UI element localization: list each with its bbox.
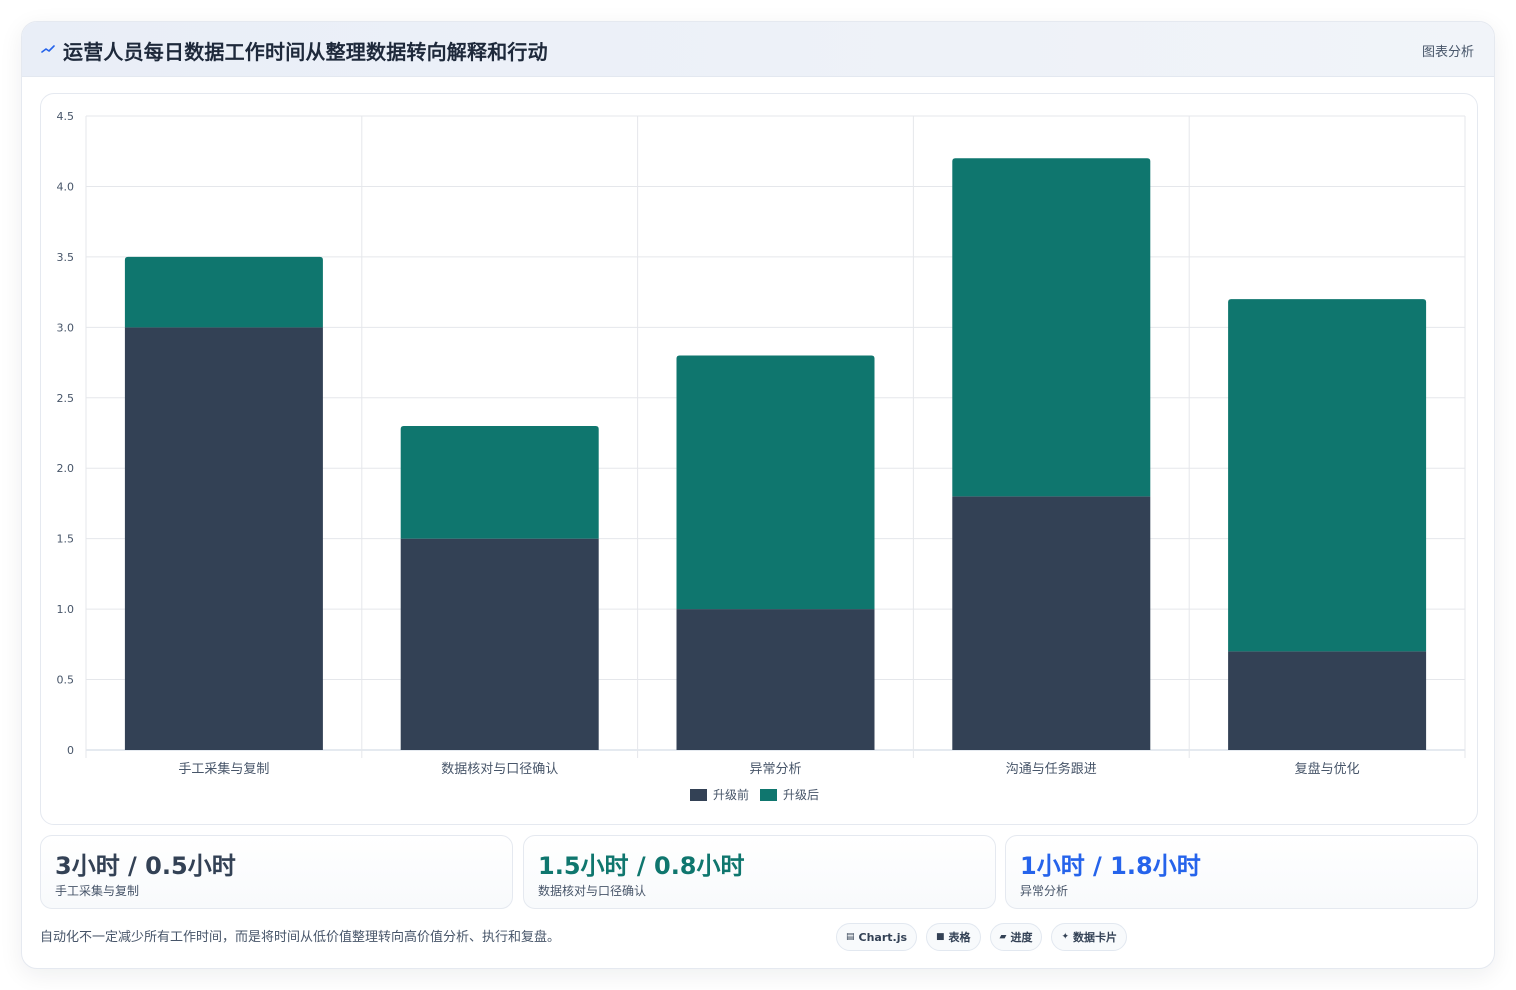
stat-card: 1.5小时 / 0.8小时 数据核对与口径确认 <box>523 835 996 909</box>
card-icon: ✦ <box>1061 932 1070 942</box>
tech-chips: ▤ Chart.js ■ 表格 ▰ 进度 ✦ 数据卡片 <box>836 923 1128 951</box>
bar-segment <box>400 425 599 539</box>
x-tick-label: 异常分析 <box>749 762 801 777</box>
stat-value: 3小时 / 0.5小时 <box>55 852 236 880</box>
bar-segment <box>124 256 323 328</box>
chip-label: 进度 <box>1010 931 1033 944</box>
y-tick-label: 1.5 <box>57 533 75 546</box>
bar-segment <box>124 327 323 750</box>
y-tick-label: 3.5 <box>57 251 75 264</box>
bar-segment <box>952 158 1151 497</box>
stat-value: 1.5小时 / 0.8小时 <box>538 852 745 880</box>
chip-label: 数据卡片 <box>1073 931 1118 944</box>
footnote: 自动化不一定减少所有工作时间，而是将时间从低价值整理转向高价值分析、执行和复盘。 <box>40 930 561 945</box>
chip-label: 表格 <box>948 931 971 944</box>
bar-segment <box>400 538 599 750</box>
y-tick-label: 0.5 <box>57 674 75 687</box>
legend-swatch <box>760 789 777 801</box>
y-tick-label: 2.0 <box>57 462 75 475</box>
legend-swatch <box>690 789 707 801</box>
y-tick-label: 4.0 <box>57 180 75 193</box>
chart-icon: ▤ <box>846 932 855 942</box>
bar-segment <box>1228 299 1427 652</box>
chip-data-card[interactable]: ✦ 数据卡片 <box>1051 923 1128 951</box>
chart-panel: 0 0.5 1.0 1.5 2.0 2.5 3.0 3.5 4.0 4.5 手工采集与复制 数据核对与… <box>40 93 1478 825</box>
stat-label: 异常分析 <box>1020 884 1069 898</box>
legend-label: 升级后 <box>783 788 819 802</box>
chart-analysis-link[interactable]: 图表分析 <box>1421 45 1474 60</box>
bar-segment <box>676 609 875 750</box>
y-tick-label: 1.0 <box>57 603 75 616</box>
y-tick-label: 2.5 <box>57 392 75 405</box>
y-tick-label: 3.0 <box>57 321 75 334</box>
y-tick-label: 0 <box>67 744 74 757</box>
progress-icon: ▰ <box>999 932 1007 942</box>
trend-line-icon <box>41 45 55 53</box>
stat-label: 手工采集与复制 <box>55 884 140 898</box>
stat-card: 3小时 / 0.5小时 手工采集与复制 <box>40 835 513 909</box>
stat-card: 1小时 / 1.8小时 异常分析 <box>1005 835 1478 909</box>
y-tick-label: 4.5 <box>57 110 75 123</box>
stat-label: 数据核对与口径确认 <box>538 884 647 898</box>
page-title: 运营人员每日数据工作时间从整理数据转向解释和行动 <box>63 40 548 64</box>
bar-segment <box>1228 651 1427 750</box>
bar-segment <box>676 355 875 610</box>
chip-progress[interactable]: ▰ 进度 <box>989 923 1043 951</box>
bar-segment <box>952 496 1151 750</box>
chip-table[interactable]: ■ 表格 <box>926 923 981 951</box>
stat-value: 1小时 / 1.8小时 <box>1020 852 1201 880</box>
chip-chartjs[interactable]: ▤ Chart.js <box>836 923 918 951</box>
x-tick-label: 数据核对与口径确认 <box>441 762 558 777</box>
card-header: 运营人员每日数据工作时间从整理数据转向解释和行动 图表分析 <box>22 22 1494 77</box>
x-tick-label: 沟通与任务跟进 <box>1006 761 1097 777</box>
x-tick-label: 复盘与优化 <box>1295 761 1360 777</box>
legend-label: 升级前 <box>713 787 749 802</box>
stacked-bar-chart: 0 0.5 1.0 1.5 2.0 2.5 3.0 3.5 4.0 4.5 手工采集与复制 数据核对与… <box>57 110 1466 802</box>
x-tick-label: 手工采集与复制 <box>178 761 269 777</box>
chip-label: Chart.js <box>858 930 908 944</box>
table-icon: ■ <box>936 932 945 942</box>
chart-card: 运营人员每日数据工作时间从整理数据转向解释和行动 图表分析 0 0.5 1.0 1.5… <box>21 21 1495 969</box>
